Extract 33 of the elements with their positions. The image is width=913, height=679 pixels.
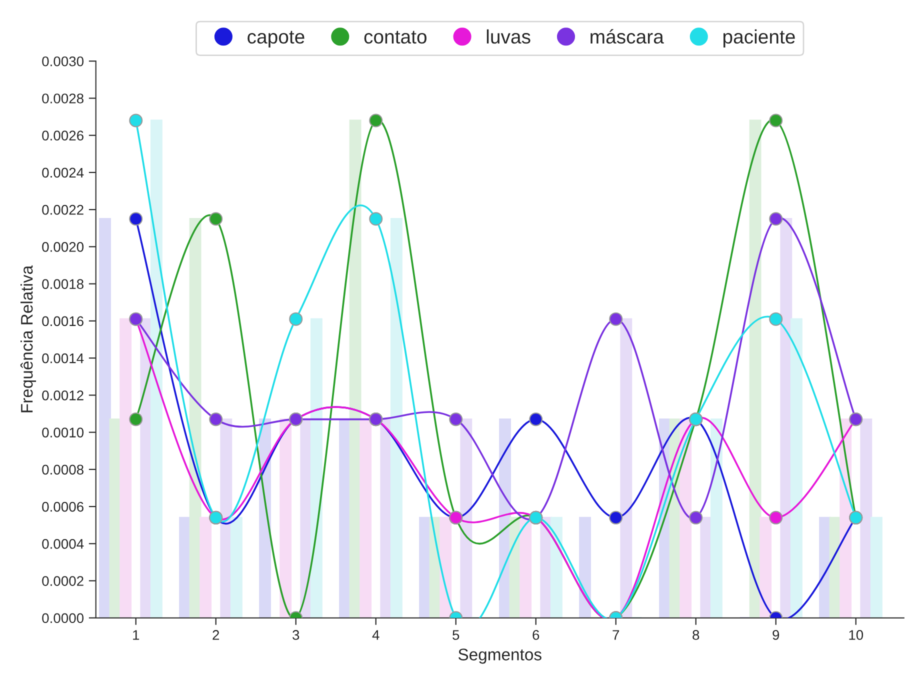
legend-label: paciente <box>723 29 795 48</box>
y-tick-label: 0.0028 <box>42 94 84 104</box>
x-axis-title: Segmentos <box>458 648 542 664</box>
y-tick-label: 0.0030 <box>42 56 84 66</box>
x-tick-label: 1 <box>133 630 140 640</box>
x-tick-label: 10 <box>849 630 864 640</box>
y-tick-label: 0.0008 <box>42 464 84 475</box>
x-tick-label: 4 <box>372 630 380 640</box>
y-tick-label: 0.0024 <box>42 168 84 178</box>
legend-label: capote <box>248 30 304 48</box>
x-tick-label: 6 <box>532 630 540 640</box>
x-tick-label: 3 <box>292 630 300 640</box>
y-tick-label: 0.0004 <box>42 538 84 549</box>
y-tick-label: 0.0018 <box>42 279 84 289</box>
x-tick-label: 2 <box>212 630 220 640</box>
x-tick-label: 7 <box>612 630 620 640</box>
y-tick-label: 0.0012 <box>42 390 84 400</box>
y-tick-label: 0.0002 <box>42 576 84 586</box>
y-tick-label: 0.0026 <box>42 130 84 141</box>
y-tick-label: 0.0014 <box>42 353 84 364</box>
y-tick-label: 0.0000 <box>42 613 84 624</box>
x-tick-label: 8 <box>692 630 700 640</box>
y-tick-label: 0.0010 <box>42 428 84 438</box>
x-tick-label: 5 <box>452 630 460 640</box>
legend-label: luvas <box>486 29 530 44</box>
x-tick-label: 9 <box>772 630 780 640</box>
legend-label: máscara <box>590 29 664 44</box>
y-axis-title: Frequência Relativa <box>20 265 36 412</box>
y-tick-label: 0.0006 <box>42 502 84 512</box>
y-tick-label: 0.0020 <box>42 242 84 252</box>
legend-label: contato <box>364 30 426 44</box>
y-tick-label: 0.0022 <box>42 204 84 215</box>
y-tick-label: 0.0016 <box>42 316 84 326</box>
